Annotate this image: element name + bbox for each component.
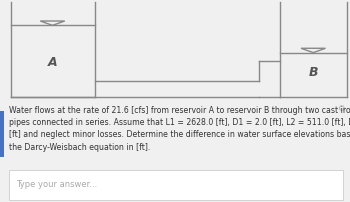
Text: Type your answer...: Type your answer...	[16, 180, 97, 189]
Text: A: A	[48, 56, 57, 69]
Text: Water flows at the rate of 21.6 [cfs] from reservoir A to reservoir B through tw: Water flows at the rate of 21.6 [cfs] fr…	[9, 106, 350, 152]
Bar	[0, 111, 4, 157]
Text: B: B	[308, 66, 318, 79]
Text: ⚙: ⚙	[337, 104, 345, 113]
FancyBboxPatch shape	[9, 170, 343, 200]
